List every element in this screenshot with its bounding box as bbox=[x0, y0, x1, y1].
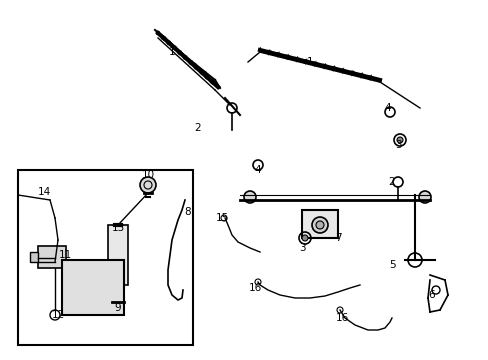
Text: 12: 12 bbox=[51, 310, 64, 320]
Text: 10: 10 bbox=[141, 170, 154, 180]
Circle shape bbox=[315, 221, 324, 229]
Circle shape bbox=[115, 305, 121, 311]
Text: 11: 11 bbox=[58, 250, 71, 260]
Bar bbox=[108, 225, 128, 285]
Bar bbox=[18, 170, 193, 345]
Text: 6: 6 bbox=[428, 290, 434, 300]
Text: 16: 16 bbox=[248, 283, 261, 293]
Text: 7: 7 bbox=[334, 233, 341, 243]
Text: 5: 5 bbox=[388, 260, 394, 270]
Text: 13: 13 bbox=[111, 223, 124, 233]
Text: 3: 3 bbox=[394, 140, 401, 150]
Text: 14: 14 bbox=[37, 187, 51, 197]
Text: 15: 15 bbox=[215, 213, 228, 223]
Circle shape bbox=[140, 177, 156, 193]
Circle shape bbox=[396, 137, 402, 143]
Text: 9: 9 bbox=[115, 303, 121, 313]
Circle shape bbox=[418, 191, 430, 203]
Text: 3: 3 bbox=[298, 243, 305, 253]
Bar bbox=[38, 246, 66, 268]
Text: 2: 2 bbox=[388, 177, 394, 187]
Text: 2: 2 bbox=[194, 123, 201, 133]
Bar bbox=[30, 252, 38, 262]
Bar bbox=[302, 210, 337, 238]
Text: 1: 1 bbox=[306, 57, 313, 67]
Bar bbox=[62, 260, 124, 315]
Text: 16: 16 bbox=[335, 313, 348, 323]
Text: 4: 4 bbox=[384, 103, 390, 113]
Circle shape bbox=[244, 191, 256, 203]
Text: 1: 1 bbox=[168, 47, 175, 57]
Circle shape bbox=[302, 235, 307, 241]
Text: 8: 8 bbox=[184, 207, 191, 217]
Text: 4: 4 bbox=[254, 165, 261, 175]
Circle shape bbox=[311, 217, 327, 233]
